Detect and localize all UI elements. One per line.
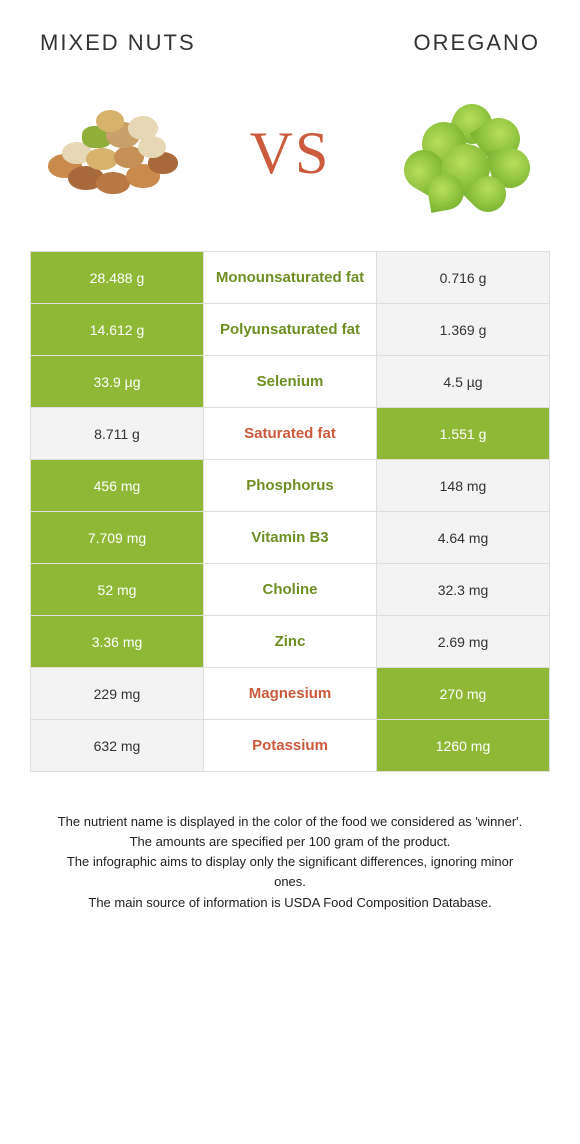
left-value: 28.488 g [31,252,203,303]
right-food-title: OREGANO [414,30,540,56]
footnote-line: The amounts are specified per 100 gram o… [50,832,530,852]
left-value: 456 mg [31,460,203,511]
right-value: 4.5 µg [377,356,549,407]
right-value: 148 mg [377,460,549,511]
table-row: 7.709 mgVitamin B34.64 mg [31,512,549,564]
left-value: 52 mg [31,564,203,615]
right-value: 270 mg [377,668,549,719]
footnote-line: The nutrient name is displayed in the co… [50,812,530,832]
nutrient-label: Zinc [203,616,377,667]
mixed-nuts-image [30,86,195,221]
nutrient-label: Monounsaturated fat [203,252,377,303]
nutrient-label: Magnesium [203,668,377,719]
left-value: 7.709 mg [31,512,203,563]
left-food-title: MIXED NUTS [40,30,196,56]
nutrient-label: Polyunsaturated fat [203,304,377,355]
right-value: 4.64 mg [377,512,549,563]
table-row: 3.36 mgZinc2.69 mg [31,616,549,668]
left-value: 3.36 mg [31,616,203,667]
footnote-line: The infographic aims to display only the… [50,852,530,892]
footnote: The nutrient name is displayed in the co… [30,772,550,923]
table-row: 8.711 gSaturated fat1.551 g [31,408,549,460]
right-value: 32.3 mg [377,564,549,615]
left-value: 8.711 g [31,408,203,459]
nutrient-label: Potassium [203,720,377,771]
left-value: 632 mg [31,720,203,771]
left-value: 14.612 g [31,304,203,355]
header: MIXED NUTS OREGANO [30,20,550,76]
nutrient-table: 28.488 gMonounsaturated fat0.716 g14.612… [30,251,550,772]
footnote-line: The main source of information is USDA F… [50,893,530,913]
right-value: 2.69 mg [377,616,549,667]
versus-row: VS [30,76,550,251]
left-value: 33.9 µg [31,356,203,407]
table-row: 33.9 µgSelenium4.5 µg [31,356,549,408]
nutrient-label: Saturated fat [203,408,377,459]
right-value: 1.369 g [377,304,549,355]
comparison-infographic: MIXED NUTS OREGANO VS [0,0,580,953]
nutrient-label: Choline [203,564,377,615]
nutrient-label: Vitamin B3 [203,512,377,563]
table-row: 28.488 gMonounsaturated fat0.716 g [31,252,549,304]
vs-label: VS [250,119,331,188]
table-row: 632 mgPotassium1260 mg [31,720,549,772]
right-value: 1260 mg [377,720,549,771]
right-value: 1.551 g [377,408,549,459]
nutrient-label: Phosphorus [203,460,377,511]
table-row: 14.612 gPolyunsaturated fat1.369 g [31,304,549,356]
oregano-image [385,86,550,221]
left-value: 229 mg [31,668,203,719]
table-row: 456 mgPhosphorus148 mg [31,460,549,512]
right-value: 0.716 g [377,252,549,303]
table-row: 52 mgCholine32.3 mg [31,564,549,616]
table-row: 229 mgMagnesium270 mg [31,668,549,720]
nutrient-label: Selenium [203,356,377,407]
